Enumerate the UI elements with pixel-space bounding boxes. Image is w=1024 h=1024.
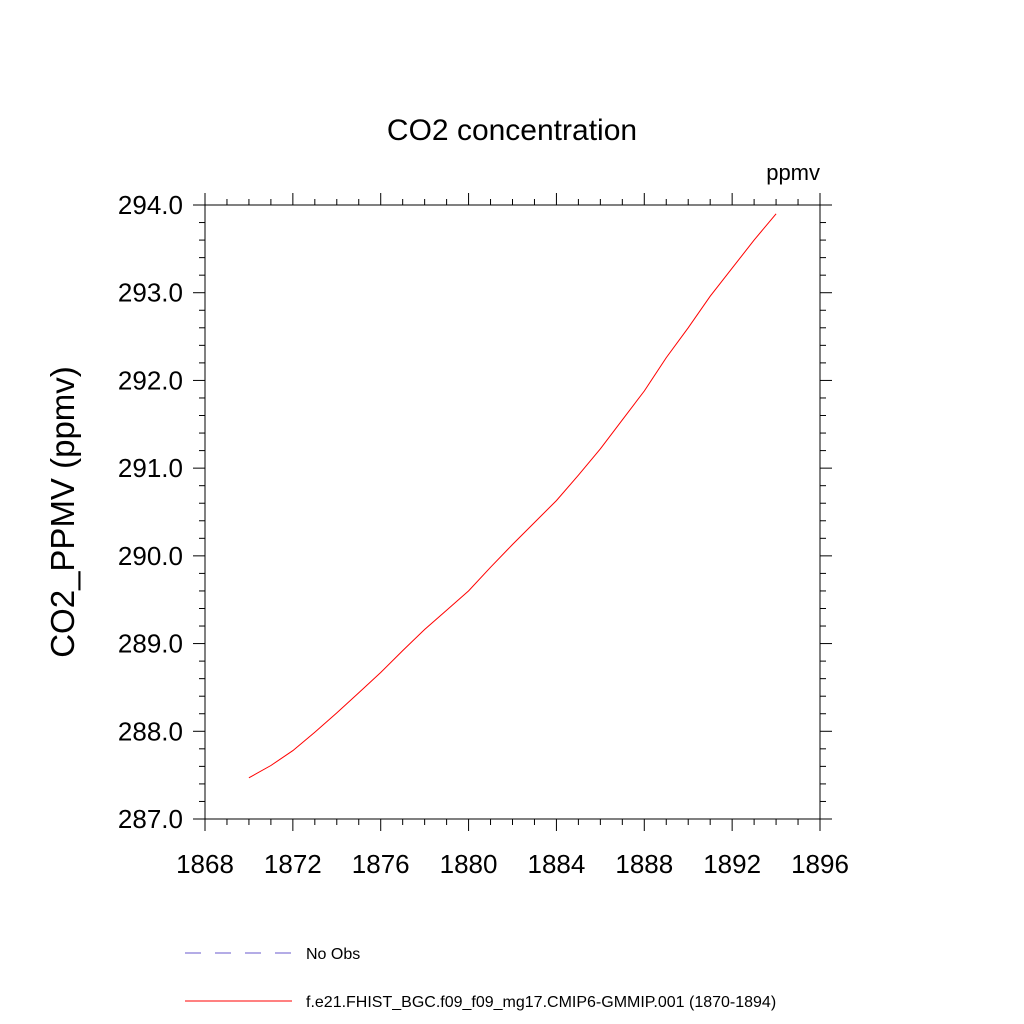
x-tick-labels: 1868 1872 1876 1880 1884 1888 1892 1896: [176, 849, 849, 879]
y-tick-label: 291.0: [118, 453, 183, 483]
x-tick-label: 1892: [703, 849, 761, 879]
y-tick-label: 292.0: [118, 365, 183, 395]
x-tick-label: 1888: [615, 849, 673, 879]
plot-frame: [204, 204, 821, 820]
x-tick-label: 1872: [264, 849, 322, 879]
units-label: ppmv: [766, 160, 820, 185]
chart-title: CO2 concentration: [387, 114, 637, 147]
x-tick-label: 1868: [176, 849, 234, 879]
y-tick-label: 289.0: [118, 629, 183, 659]
y-axis-label: CO2_PPMV (ppmv): [44, 366, 81, 658]
y-tick-labels: 287.0 288.0 289.0 290.0 291.0 292.0 293.0 294.0: [118, 190, 183, 834]
y-tick-label: 294.0: [118, 190, 183, 220]
series-line-0: [248, 213, 777, 779]
y-tick-label: 293.0: [118, 278, 183, 308]
y-tick-label: 288.0: [118, 716, 183, 746]
x-tick-label: 1896: [791, 849, 849, 879]
y-tick-label: 290.0: [118, 541, 183, 571]
legend-label-no-obs: No Obs: [306, 946, 360, 963]
legend: No Obs f.e21.FHIST_BGC.f09_f09_mg17.CMIP…: [185, 946, 776, 1011]
legend-label-model-run: f.e21.FHIST_BGC.f09_f09_mg17.CMIP6-GMMIP…: [306, 994, 776, 1011]
series-lines: [248, 213, 777, 779]
x-tick-label: 1884: [528, 849, 586, 879]
x-tick-label: 1876: [352, 849, 410, 879]
axis-ticks: [193, 193, 832, 831]
y-tick-label: 287.0: [118, 804, 183, 834]
x-tick-label: 1880: [440, 849, 498, 879]
